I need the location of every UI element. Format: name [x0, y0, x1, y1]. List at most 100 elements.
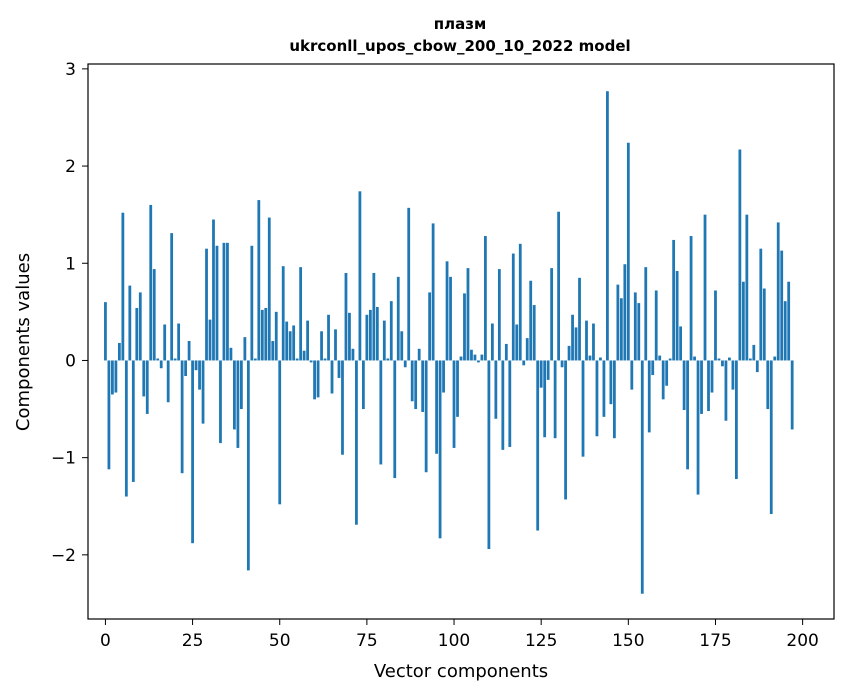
bar-28 [201, 360, 205, 424]
bar-1 [107, 360, 111, 470]
bar-18 [166, 360, 170, 403]
bar-5 [121, 212, 125, 361]
bar-131 [560, 360, 564, 368]
bar-91 [421, 360, 425, 412]
bar-27 [198, 360, 201, 390]
bar-125 [539, 360, 543, 388]
bar-177 [721, 360, 724, 367]
bar-7 [128, 285, 132, 361]
plot-frame [87, 63, 835, 620]
bar-75 [365, 314, 369, 361]
bar-117 [511, 253, 515, 361]
bar-10 [138, 292, 142, 361]
bar-46 [264, 307, 268, 361]
x-tick-label: 150 [612, 631, 644, 651]
x-tick-label: 0 [100, 631, 111, 651]
x-tick-label: 200 [786, 631, 818, 651]
bar-50 [278, 360, 282, 505]
bar-165 [679, 326, 683, 361]
bar-128 [550, 268, 554, 361]
y-tick-label: −1 [51, 449, 76, 469]
y-tick-label: −2 [51, 546, 76, 566]
bar-47 [267, 217, 271, 361]
bar-43 [253, 358, 257, 361]
bar-41 [246, 360, 250, 571]
bar-95 [435, 360, 438, 454]
bar-70 [348, 312, 351, 361]
bar-8 [131, 360, 135, 482]
bar-84 [396, 276, 400, 361]
bar-21 [177, 323, 181, 361]
bar-186 [752, 344, 756, 361]
x-tick-label: 100 [438, 631, 470, 651]
bar-33 [219, 360, 222, 444]
bar-182 [738, 149, 742, 361]
bar-145 [609, 360, 613, 405]
bar-39 [239, 360, 243, 410]
bar-26 [194, 360, 198, 371]
bar-37 [233, 360, 236, 430]
bar-45 [260, 309, 264, 361]
bar-153 [637, 303, 641, 361]
bar-59 [309, 360, 313, 363]
bar-38 [236, 360, 240, 448]
bar-31 [212, 219, 215, 361]
bar-56 [299, 267, 303, 361]
bar-88 [410, 360, 414, 402]
bar-97 [442, 360, 445, 393]
bar-122 [529, 280, 533, 361]
bar-98 [445, 261, 449, 361]
bar-49 [274, 311, 278, 361]
bar-144 [606, 91, 609, 361]
bar-150 [626, 142, 630, 361]
y-tick-label: 2 [65, 157, 76, 177]
bar-194 [780, 250, 784, 361]
bar-147 [616, 284, 620, 361]
bar-55 [295, 358, 299, 361]
bar-195 [783, 301, 787, 361]
bar-176 [717, 358, 721, 361]
x-tick-label: 50 [269, 631, 291, 651]
bar-71 [351, 348, 355, 361]
bar-series [104, 91, 794, 594]
bar-132 [564, 360, 567, 500]
bar-159 [658, 355, 662, 361]
bar-134 [571, 314, 574, 361]
bar-110 [487, 360, 491, 550]
bar-44 [257, 200, 261, 361]
bar-138 [585, 320, 588, 361]
bar-123 [532, 305, 536, 361]
bar-66 [334, 329, 337, 361]
bar-3 [114, 360, 118, 393]
bar-140 [592, 323, 595, 361]
bar-51 [281, 266, 285, 361]
x-tick-label: 75 [356, 631, 378, 651]
bar-92 [424, 360, 428, 473]
bar-6 [124, 360, 128, 497]
bar-94 [431, 223, 435, 361]
bar-188 [759, 248, 763, 361]
y-tick-label: 1 [65, 254, 76, 274]
bar-54 [292, 325, 296, 361]
bar-90 [417, 348, 421, 361]
bar-114 [501, 360, 505, 450]
bar-178 [724, 360, 728, 421]
bar-36 [229, 347, 233, 361]
bar-16 [159, 360, 163, 369]
bar-161 [665, 360, 669, 386]
bar-14 [152, 269, 156, 361]
bar-152 [633, 292, 637, 361]
bar-57 [302, 350, 306, 361]
bar-187 [755, 360, 759, 373]
x-tick-label: 175 [699, 631, 731, 651]
bar-129 [553, 360, 557, 439]
bar-107 [477, 360, 480, 363]
bar-13 [149, 204, 153, 361]
bar-20 [173, 358, 177, 361]
y-tick-label: 3 [65, 60, 76, 80]
bar-119 [518, 243, 522, 361]
bar-180 [731, 360, 735, 390]
bar-32 [215, 245, 219, 361]
bar-185 [748, 358, 752, 361]
